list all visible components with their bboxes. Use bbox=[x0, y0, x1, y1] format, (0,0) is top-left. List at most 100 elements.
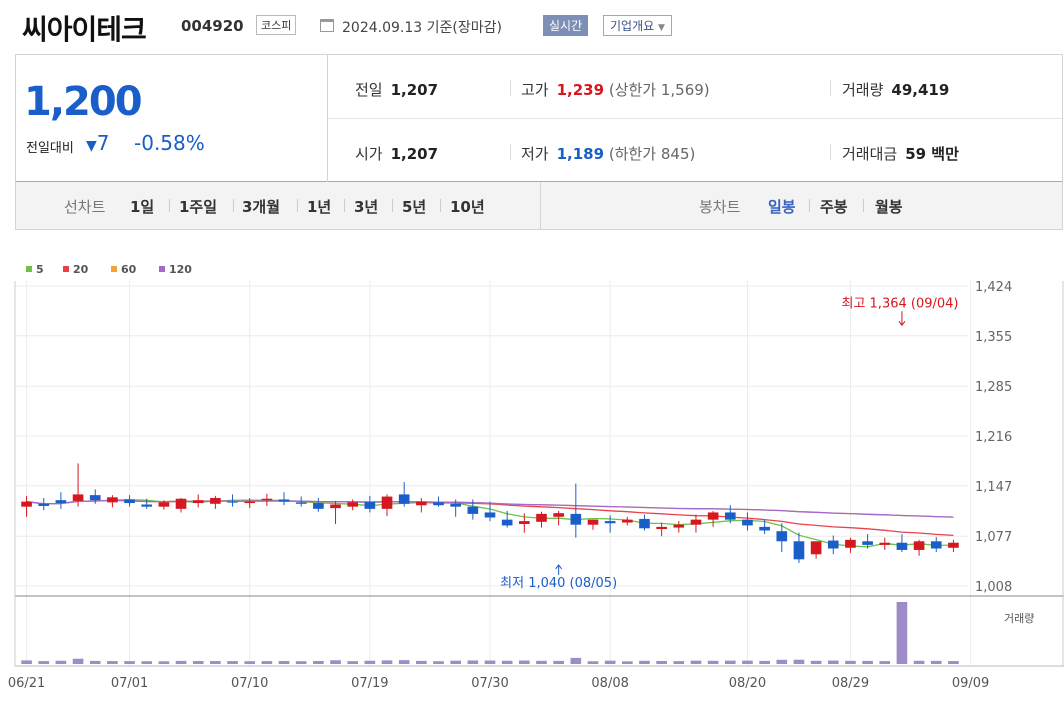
volume-bar bbox=[141, 661, 153, 664]
x-tick-label: 08/20 bbox=[729, 676, 766, 691]
volume-bar bbox=[501, 660, 513, 664]
y-tick-label: 1,147 bbox=[975, 480, 1012, 495]
volume-bar bbox=[621, 661, 633, 664]
volume-bar bbox=[845, 660, 856, 664]
divider bbox=[830, 144, 831, 160]
current-price: 1,200 bbox=[24, 79, 143, 125]
period-3m[interactable]: 3개월 bbox=[242, 198, 281, 216]
period-1d[interactable]: 1일 bbox=[130, 198, 155, 216]
candle-body bbox=[759, 526, 770, 531]
legend-120: 120 bbox=[169, 263, 192, 276]
volume-bar bbox=[433, 661, 444, 664]
period-10y[interactable]: 10년 bbox=[450, 198, 485, 216]
chart-toolbar: 선차트 1일 1주일 3개월 1년 3년 5년 10년 봉차트 일봉 주봉 월봉 bbox=[15, 182, 1063, 230]
period-3y[interactable]: 3년 bbox=[354, 198, 379, 216]
volume-bar bbox=[192, 661, 204, 664]
volume-bar bbox=[948, 661, 959, 664]
lower-limit: (하한가 845) bbox=[608, 145, 696, 163]
high-arrow bbox=[898, 311, 906, 327]
divider bbox=[540, 182, 541, 229]
divider bbox=[510, 80, 511, 96]
candle-body bbox=[38, 503, 50, 506]
quote-panel: 1,200 전일대비 ▼7 -0.58% 전일 1,207 시가 1,207 고가 1… bbox=[15, 54, 1063, 182]
candle-body bbox=[141, 504, 153, 507]
candle-monthly[interactable]: 월봉 bbox=[875, 198, 903, 216]
candle-body bbox=[673, 524, 685, 528]
high-price: 고가 1,239 (상한가 1,569) bbox=[521, 79, 710, 100]
volume-bar bbox=[656, 660, 667, 664]
candle-body bbox=[192, 500, 204, 504]
candle-body bbox=[827, 540, 839, 549]
candle-body bbox=[707, 512, 719, 520]
volume-bar bbox=[381, 660, 393, 664]
candle-body bbox=[330, 504, 341, 509]
change-amount: 7 bbox=[96, 131, 110, 155]
candle-weekly[interactable]: 주봉 bbox=[820, 198, 848, 216]
divider bbox=[233, 199, 234, 212]
x-tick-label: 08/08 bbox=[591, 676, 628, 691]
divider bbox=[510, 144, 511, 160]
volume-label: 거래량 bbox=[842, 81, 884, 99]
candle-body bbox=[364, 501, 376, 509]
candle-body bbox=[930, 541, 942, 549]
stock-code: 004920 bbox=[181, 17, 244, 35]
volume-bar bbox=[244, 661, 256, 664]
candle-body bbox=[21, 501, 32, 507]
open-label: 시가 bbox=[355, 145, 383, 163]
candle-body bbox=[467, 506, 479, 514]
candle-body bbox=[553, 513, 564, 517]
volume-bar bbox=[398, 660, 410, 664]
realtime-button[interactable]: 실시간 bbox=[543, 15, 589, 36]
candle-body bbox=[433, 502, 444, 506]
prev-close-label: 전일 bbox=[355, 81, 383, 99]
divider bbox=[809, 199, 810, 212]
candle-body bbox=[210, 498, 221, 504]
high-label: 고가 bbox=[521, 81, 549, 99]
x-tick-label: 08/29 bbox=[832, 676, 869, 691]
volume-bar bbox=[72, 658, 84, 664]
x-tick-label: 07/01 bbox=[111, 676, 148, 691]
chart-grid bbox=[15, 281, 972, 666]
volume-bar bbox=[416, 660, 427, 664]
candle-body bbox=[519, 521, 530, 524]
divider bbox=[328, 118, 1062, 119]
candle-body bbox=[690, 519, 702, 525]
period-5y[interactable]: 5년 bbox=[402, 198, 427, 216]
volume-bar bbox=[724, 660, 736, 664]
candle-body bbox=[278, 499, 290, 502]
candlestick-chart: 5 20 60 120 1,424 1,355 1,285 1,216 1,147 1,0… bbox=[8, 263, 1064, 691]
legend-swatch-120 bbox=[159, 266, 165, 272]
volume-bar bbox=[690, 660, 702, 664]
candle-body bbox=[742, 519, 753, 526]
y-tick-label: 1,285 bbox=[975, 380, 1012, 395]
change-value: ▼7 bbox=[86, 131, 110, 155]
candle-body bbox=[948, 542, 959, 548]
candle-body bbox=[810, 541, 822, 555]
down-triangle-icon: ▼ bbox=[86, 138, 97, 154]
legend-swatch-20 bbox=[63, 266, 69, 272]
low-annotation: 최저 1,040 (08/05) bbox=[500, 576, 617, 591]
volume: 거래량 49,419 bbox=[842, 79, 949, 100]
company-overview-dropdown[interactable]: 기업개요 ▼ bbox=[603, 15, 672, 36]
candle-body bbox=[587, 519, 599, 525]
stock-chart[interactable]: 5 20 60 120 1,424 1,355 1,285 1,216 1,147 1,0… bbox=[0, 230, 1064, 703]
volume-legend: 거래량 bbox=[1004, 612, 1034, 625]
candles bbox=[21, 463, 959, 563]
candle-body bbox=[107, 497, 118, 503]
legend-5: 5 bbox=[36, 263, 44, 276]
volume-bar bbox=[38, 661, 50, 664]
volume-bar bbox=[742, 660, 753, 664]
candle-body bbox=[227, 501, 238, 503]
volume-bar bbox=[175, 660, 187, 664]
volume-bar bbox=[707, 660, 719, 664]
volume-bar bbox=[862, 660, 873, 664]
candle-daily[interactable]: 일봉 bbox=[768, 198, 796, 216]
volume-bar bbox=[759, 660, 770, 664]
company-overview-label: 기업개요 bbox=[610, 19, 655, 33]
period-1y[interactable]: 1년 bbox=[307, 198, 332, 216]
market-badge: 코스피 bbox=[256, 15, 297, 35]
y-tick-label: 1,424 bbox=[975, 280, 1012, 295]
period-1w[interactable]: 1주일 bbox=[179, 198, 218, 216]
candle-body bbox=[124, 499, 135, 504]
candle-body bbox=[639, 518, 650, 529]
